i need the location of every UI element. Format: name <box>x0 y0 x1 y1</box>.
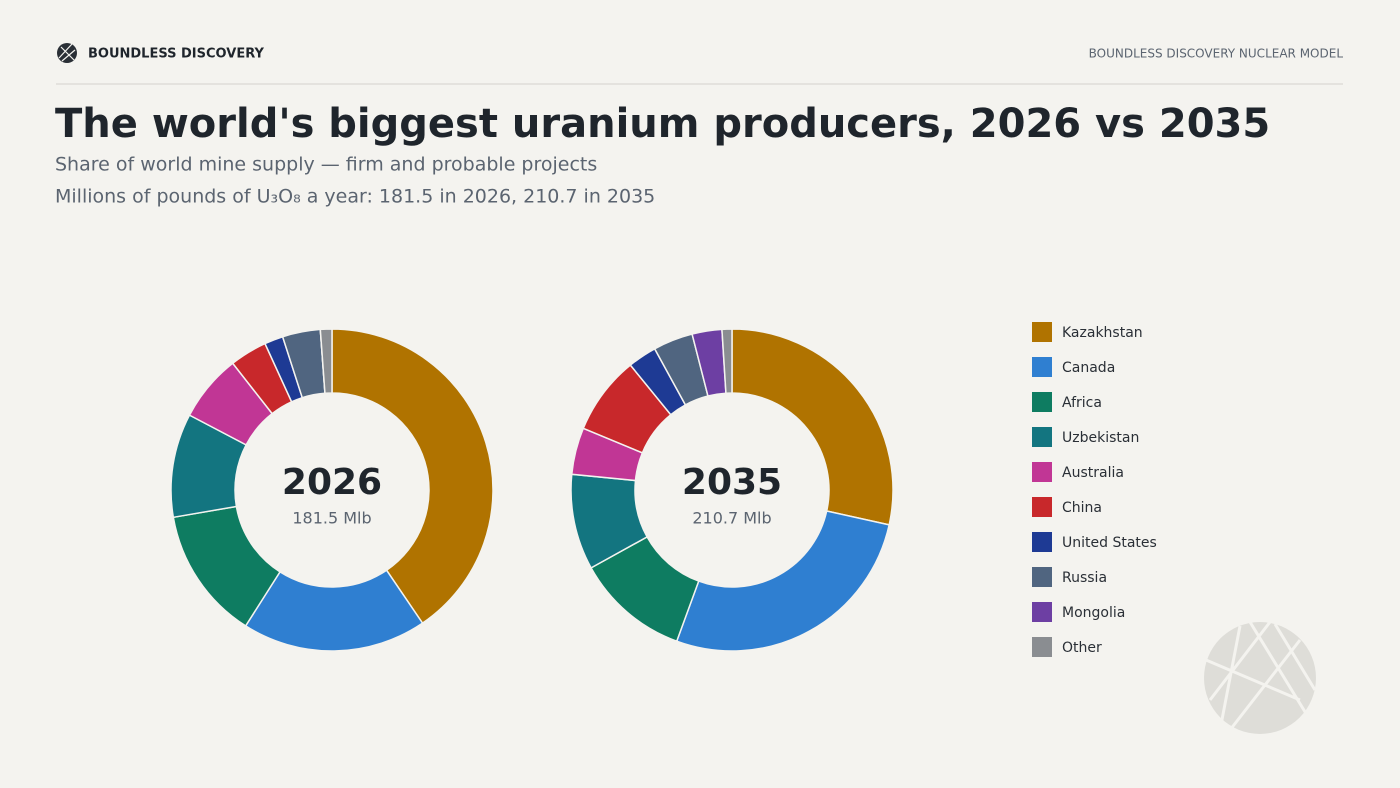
legend-label: United States <box>1062 535 1157 551</box>
chart-title: The world's biggest uranium producers, 2… <box>55 101 1270 147</box>
subtitle: Millions of pounds of U₃O₈ a year: 181.5… <box>55 186 655 208</box>
legend-swatch <box>1032 602 1052 622</box>
donut-slice <box>319 328 333 395</box>
legend-label: China <box>1062 500 1102 516</box>
model-name: BOUNDLESS DISCOVERY NUCLEAR MODEL <box>1089 47 1344 61</box>
subtitle: Share of world mine supply — firm and pr… <box>55 154 597 176</box>
donut-total: 181.5 Mlb <box>292 509 371 528</box>
legend-label: Uzbekistan <box>1062 430 1139 446</box>
legend-swatch <box>1032 357 1052 377</box>
legend-label: Australia <box>1062 465 1124 481</box>
logo <box>57 43 77 63</box>
brand: BOUNDLESS DISCOVERY <box>88 47 264 62</box>
donut-center-label: 2035 <box>682 462 782 503</box>
legend-label: Africa <box>1062 395 1102 411</box>
legend-label: Kazakhstan <box>1062 325 1143 341</box>
legend-swatch <box>1032 462 1052 482</box>
legend-swatch <box>1032 427 1052 447</box>
watermark <box>1204 621 1317 734</box>
donut-slice <box>721 328 733 394</box>
legend-swatch <box>1032 322 1052 342</box>
legend-label: Other <box>1062 640 1102 656</box>
legend-swatch <box>1032 567 1052 587</box>
donut-slice <box>731 328 894 526</box>
legend-swatch <box>1032 497 1052 517</box>
legend-label: Canada <box>1062 360 1115 376</box>
donut-slice <box>331 328 494 625</box>
donut-center-label: 2026 <box>282 462 382 503</box>
donut-total: 210.7 Mlb <box>692 509 771 528</box>
donut-slice <box>675 510 891 652</box>
legend-label: Mongolia <box>1062 605 1125 621</box>
legend-label: Russia <box>1062 570 1107 586</box>
legend-swatch <box>1032 637 1052 657</box>
legend-swatch <box>1032 392 1052 412</box>
legend-swatch <box>1032 532 1052 552</box>
